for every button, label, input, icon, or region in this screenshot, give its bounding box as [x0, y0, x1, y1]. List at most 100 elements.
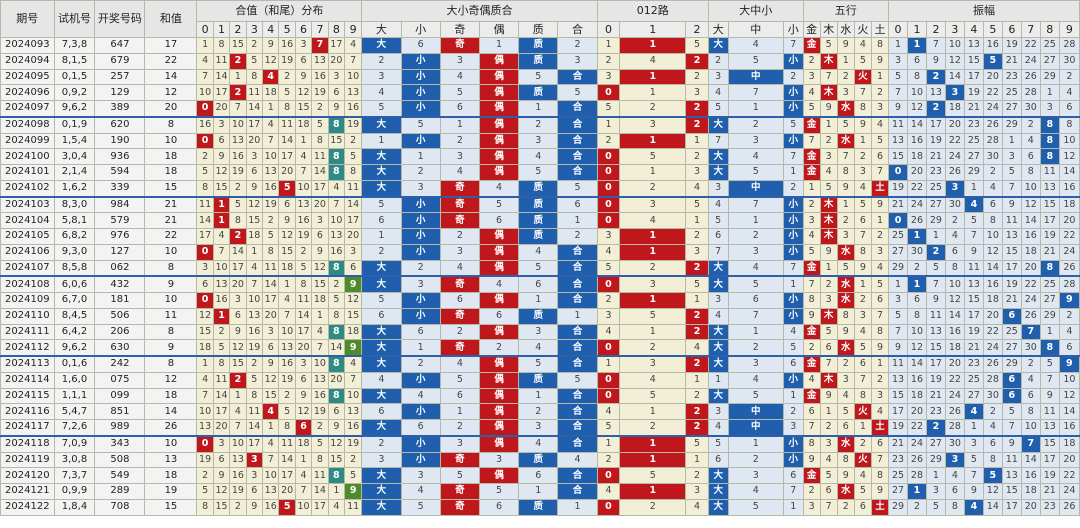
bms-cell: 大 [707, 387, 729, 405]
amp-cell: 2 [1020, 355, 1041, 373]
amp-cell: 5 [1039, 355, 1060, 373]
bms-col-2: 小 [782, 21, 804, 38]
tail-cell: 10 [278, 323, 296, 341]
amp-cell: 18 [906, 387, 927, 405]
tail-cell: 13 [327, 228, 346, 245]
wx-cell: 土 [870, 179, 890, 198]
sum-cell: 15 [144, 498, 198, 516]
tail-cell: 4 [294, 467, 313, 484]
bms-cell: 4 [707, 307, 729, 325]
sp-cell: 4 [478, 179, 520, 198]
sum-cell: 22 [144, 228, 198, 245]
trial-cell: 8,4,5 [53, 307, 96, 325]
wx-cell: 1 [819, 403, 838, 420]
amp-cell: 13 [1001, 228, 1022, 245]
amp-cell: 3 [888, 292, 908, 309]
sp-cell: 1 [518, 292, 559, 309]
sp-cell: 4 [400, 483, 441, 500]
tail-cell: 13 [311, 52, 329, 70]
table-row: 2024095 0,1,5 257 14 7 14 1 8 4 2 9 16 3 10 3 小 4 偶 5 合 3 1 2 3… [0, 68, 1080, 86]
sp-cell: 大 [361, 467, 402, 484]
amp-cell: 29 [1039, 68, 1060, 86]
tail-cell: 12 [262, 371, 280, 389]
tail-cell: 16 [196, 116, 214, 134]
amp-cell: 28 [944, 418, 965, 437]
tail-cell: 12 [262, 52, 280, 70]
bms-cell: 中 [727, 403, 784, 420]
tail-cell: 8 [245, 387, 264, 405]
bms-cell: 6 [727, 292, 784, 309]
bms-cell: 4 [727, 148, 784, 165]
issue-cell: 2024096 [0, 84, 55, 101]
tail-cell: 6 [327, 403, 346, 420]
amp-cell: 1 [1039, 84, 1060, 101]
sum-cell: 8 [144, 116, 198, 134]
amp-cell: 5 [963, 451, 984, 469]
tail-cell: 8 [327, 387, 346, 405]
bms-cell: 1 [727, 323, 784, 341]
route-cell: 1 [619, 483, 687, 500]
amp-cell: 11 [1001, 451, 1022, 469]
route-cell: 1 [619, 435, 687, 453]
table-row: 2024098 0,1,9 620 8 16 3 10 17 4 11 18 5 8 19 大 5 1 偶 2 合 1 3… [0, 116, 1080, 134]
table-row: 2024100 3,0,4 936 18 2 9 16 3 10 17 4 11 8 5 大 1 3 偶 4 合 0 5 2… [0, 148, 1080, 165]
tail-cell: 6 [311, 228, 329, 245]
amp-cell: 23 [888, 451, 908, 469]
table-row: 2024111 6,4,2 206 8 15 2 9 16 3 10 17 4 8 18 大 6 2 偶 3 合 4 1 2… [0, 323, 1080, 341]
amp-cell: 15 [963, 292, 984, 309]
tail-cell: 18 [311, 292, 329, 309]
amp-cell: 13 [888, 371, 908, 389]
sp-col-3: 偶 [478, 21, 520, 38]
tail-cell: 11 [212, 371, 231, 389]
bms-cell: 2 [707, 52, 729, 70]
bms-cell: 大 [707, 467, 729, 484]
trial-cell: 6,7,0 [53, 292, 96, 309]
tail-cell: 10 [196, 403, 214, 420]
amp-cell: 9 [1001, 435, 1022, 453]
bms-cell: 4 [727, 371, 784, 389]
sp-cell: 质 [518, 212, 559, 229]
draw-cell: 976 [94, 228, 146, 245]
amp-cell: 12 [982, 483, 1003, 500]
bms-cell: 7 [707, 132, 729, 150]
bms-cell: 4 [782, 323, 804, 341]
tail-cell: 8 [327, 467, 346, 484]
tail-cell: 6 [212, 132, 231, 150]
table-row: 2024108 6,0,6 432 9 6 13 20 7 14 1 8 15 2 9 大 3 奇 4 6 合 0 3 5 大… [0, 275, 1080, 294]
sp-cell: 2 [361, 435, 402, 453]
wx-cell: 9 [853, 259, 872, 278]
route-cell: 4 [596, 323, 621, 341]
tail-cell: 20 [344, 228, 363, 245]
tail-cell: 2 [278, 68, 296, 86]
route-cell: 1 [596, 355, 621, 373]
sum-cell: 12 [144, 84, 198, 101]
route-cell: 3 [619, 275, 687, 294]
tail-cell: 2 [311, 99, 329, 118]
wx-cell: 2 [853, 292, 872, 309]
amp-cell: 2 [906, 259, 927, 278]
tail-cell: 12 [311, 259, 329, 278]
sum-cell: 9 [144, 275, 198, 294]
sum-cell: 8 [144, 259, 198, 278]
wx-cell: 9 [836, 37, 855, 54]
sum-cell: 18 [144, 467, 198, 484]
sp-cell: 大 [361, 483, 402, 500]
wx-cell: 8 [853, 99, 872, 118]
amp-cell: 6 [944, 483, 965, 500]
bms-cell: 1 [782, 387, 804, 405]
tail-cell: 4 [262, 68, 280, 86]
tail-col-9: 9 [344, 21, 363, 38]
tail-cell: 19 [344, 435, 363, 453]
tail-cell: 16 [229, 148, 247, 165]
route-cell: 5 [596, 418, 621, 437]
sp-cell: 大 [361, 418, 402, 437]
sp-cell: 奇 [439, 498, 480, 516]
wx-cell: 水 [836, 339, 855, 358]
sum-cell: 9 [144, 339, 198, 358]
tail-cell: 4 [262, 116, 280, 134]
sum-cell: 14 [144, 403, 198, 420]
route-cell: 2 [685, 148, 709, 165]
sum-cell: 8 [144, 355, 198, 373]
wx-cell: 9 [819, 243, 838, 261]
amp-cell: 0 [888, 212, 908, 229]
